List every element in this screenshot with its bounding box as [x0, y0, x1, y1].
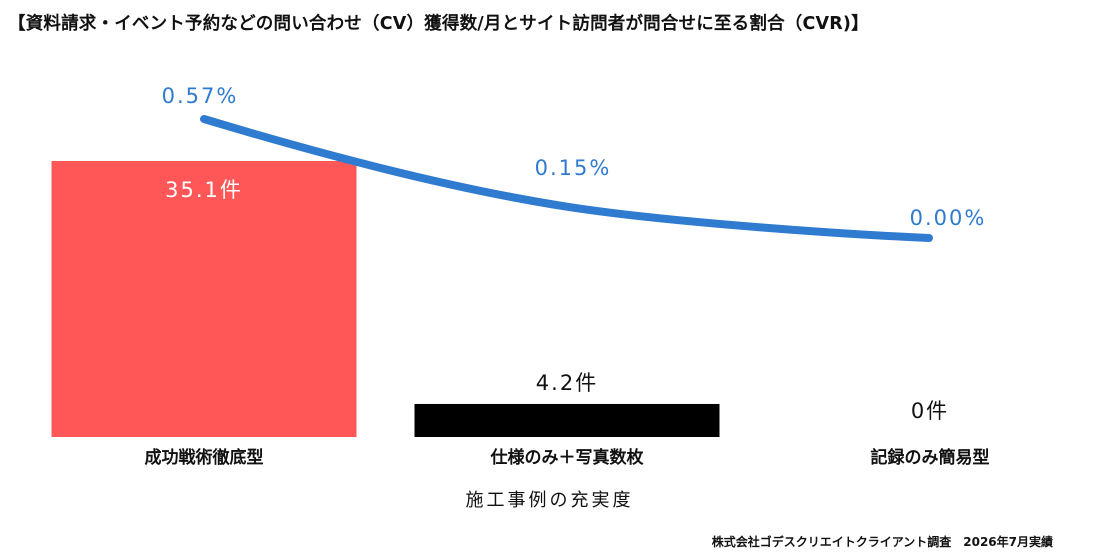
source-note: 株式会社ゴデスクリエイトクライアント調査 2026年7月実績	[711, 535, 1053, 549]
bar-value-label-2: 4.2件	[536, 371, 598, 395]
cvr-value-label-3: 0.00%	[910, 206, 987, 230]
bar-value-label-3: 0件	[911, 399, 949, 423]
bar-value-label-1: 35.1件	[165, 178, 243, 202]
category-label-3: 記録のみ簡易型	[871, 447, 990, 468]
category-label-1: 成功戦術徹底型	[145, 447, 264, 468]
x-axis-label: 施工事例の充実度	[465, 490, 634, 511]
cvr-line	[200, 115, 933, 242]
chart-title: 【資料請求・イベント予約などの問い合わせ（CV）獲得数/月とサイト訪問者が問合せ…	[8, 14, 869, 34]
cvr-value-label-1: 0.57%	[162, 84, 239, 108]
bar-1	[51, 161, 357, 437]
cvr-value-label-2: 0.15%	[535, 156, 612, 180]
category-label-2: 仕様のみ＋写真数枚	[490, 447, 645, 468]
bar-2	[414, 403, 720, 437]
